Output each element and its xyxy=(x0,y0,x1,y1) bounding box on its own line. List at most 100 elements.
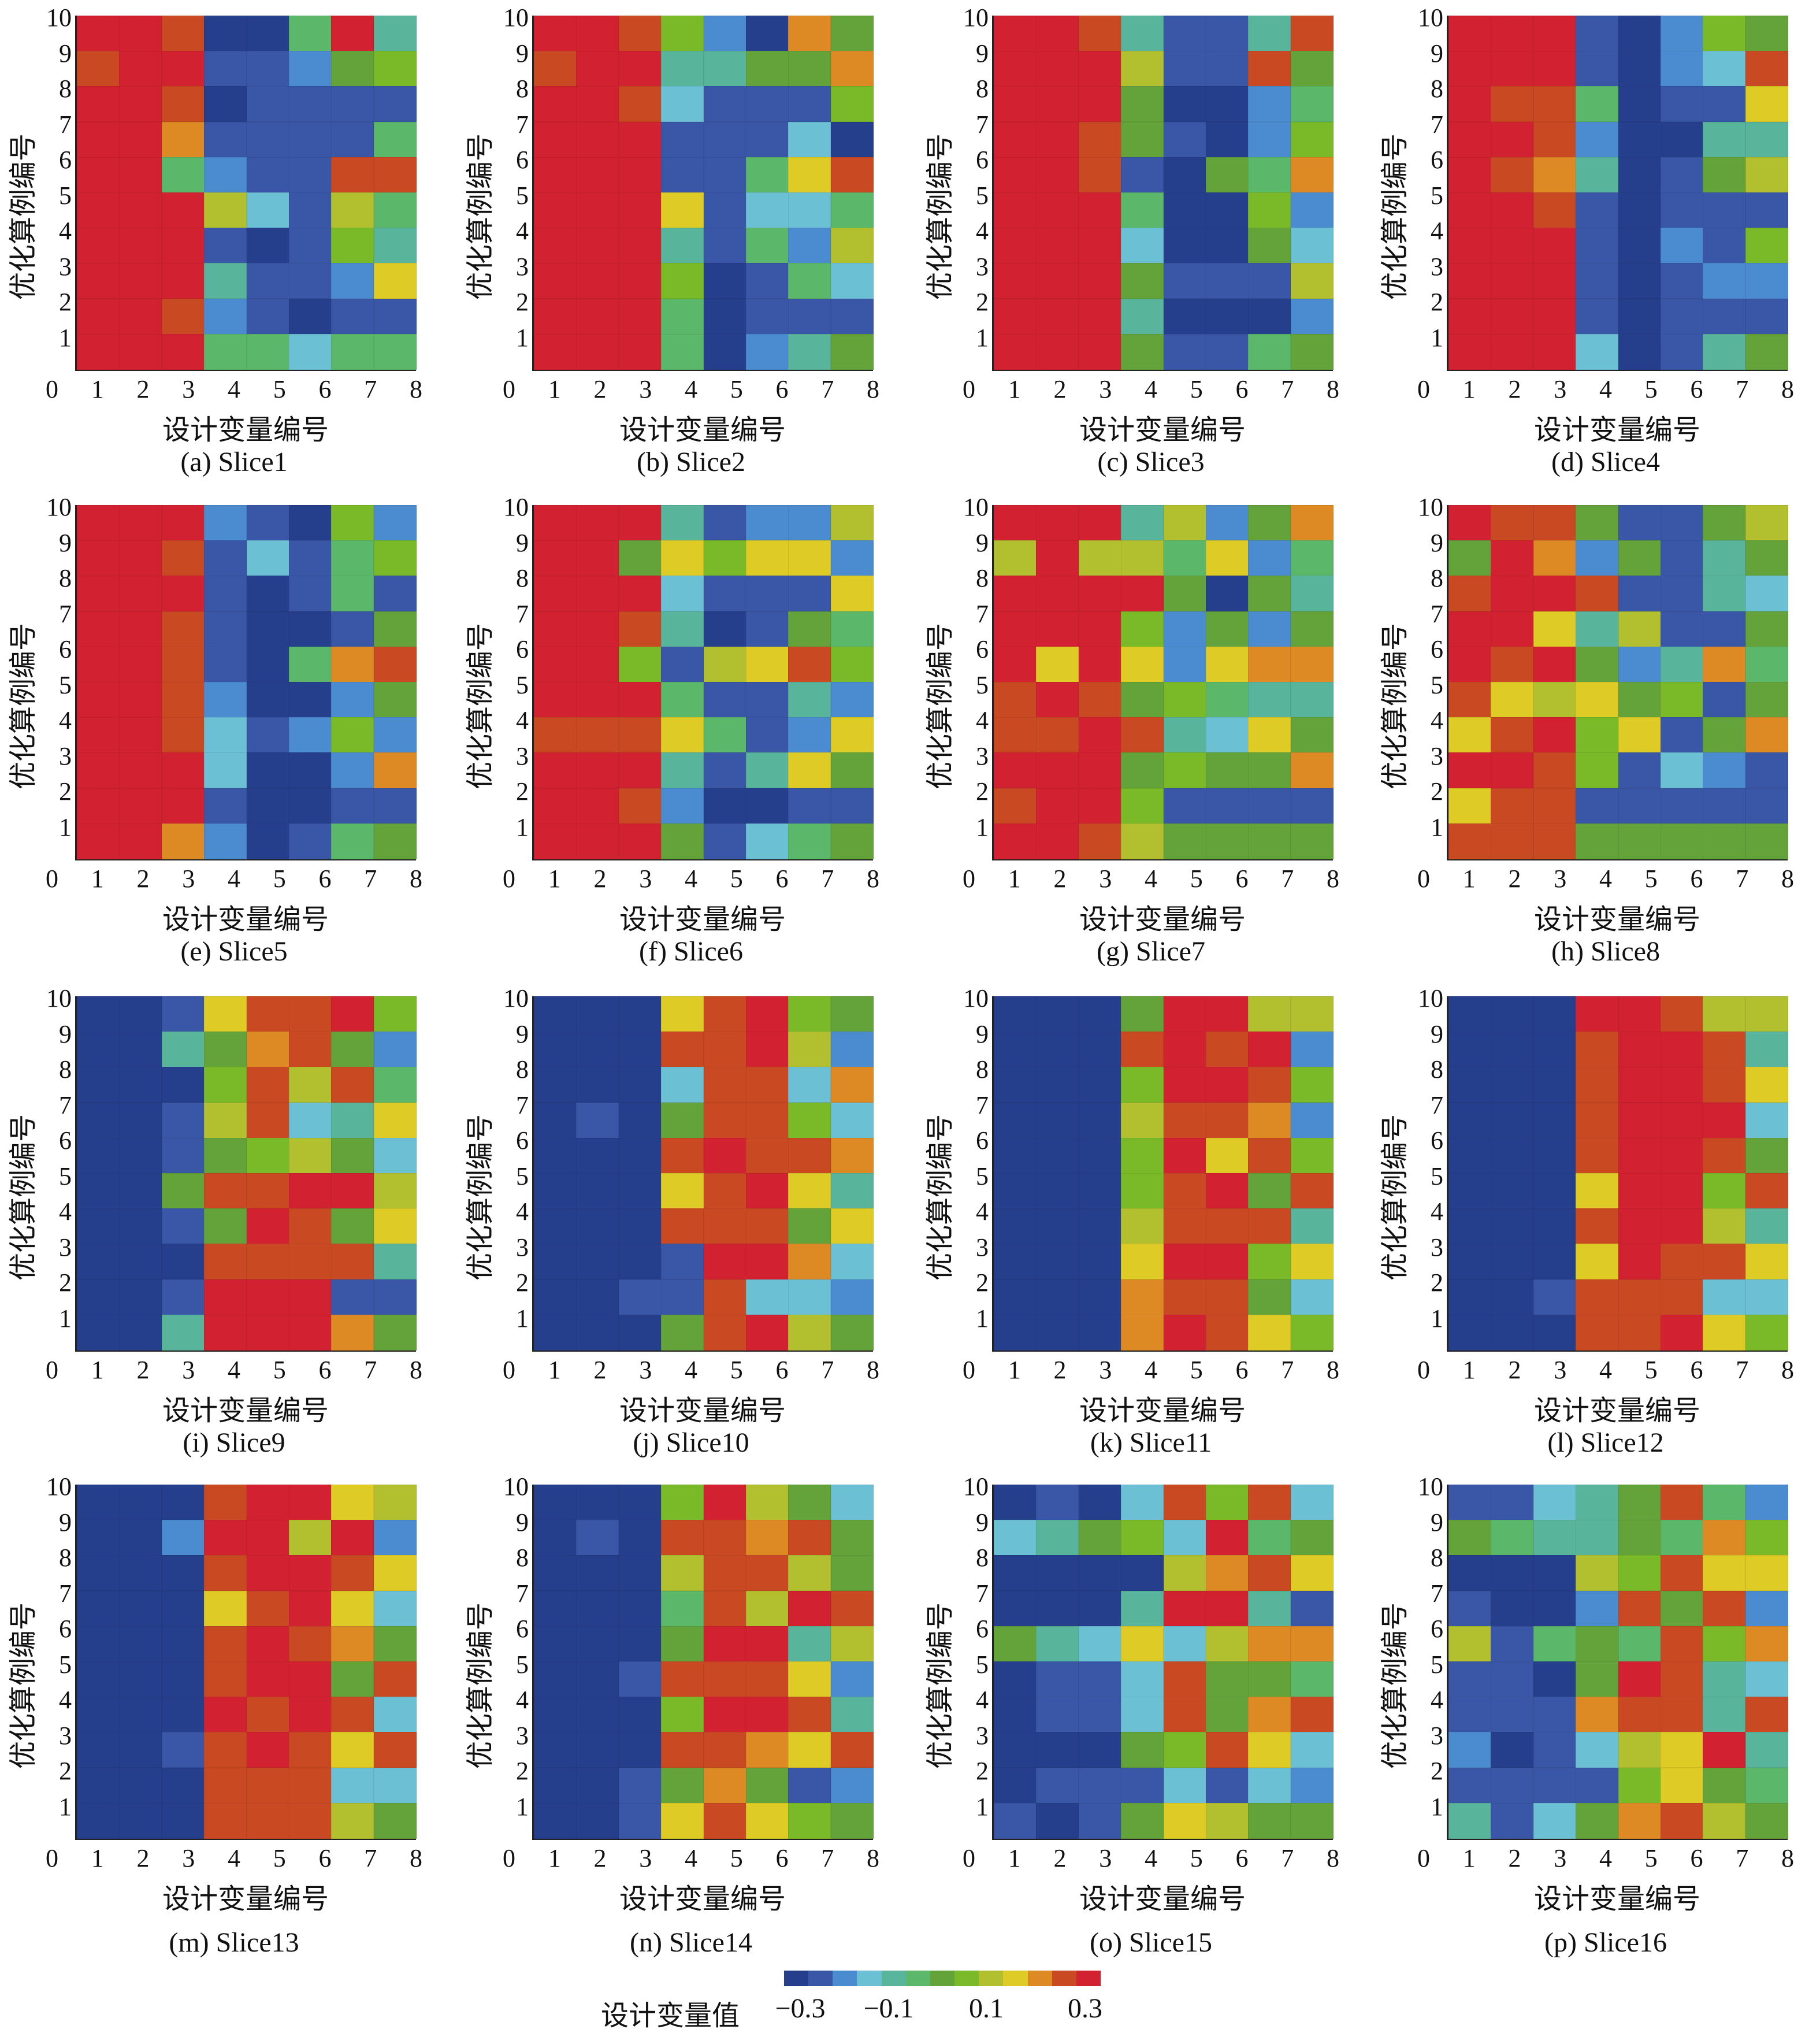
heatmap-cell xyxy=(994,1244,1037,1280)
heatmap-cell xyxy=(246,505,289,541)
heatmap-cell xyxy=(373,1590,417,1627)
heatmap-cell xyxy=(1618,752,1661,789)
heatmap-cell xyxy=(77,1661,120,1697)
heatmap-cell xyxy=(77,996,120,1032)
heatmap-cell xyxy=(1248,333,1291,370)
heatmap-cell xyxy=(1121,333,1164,370)
x-tick-label: 4 xyxy=(1145,1356,1157,1384)
heatmap-cell xyxy=(1533,1032,1576,1068)
x-tick-label: 7 xyxy=(1736,375,1749,403)
heatmap-cell xyxy=(161,333,205,370)
heatmap-cell xyxy=(1576,823,1619,859)
heatmap-cell xyxy=(830,1067,874,1103)
heatmap-cell xyxy=(661,1590,704,1627)
x-tick-label: 2 xyxy=(593,1356,607,1384)
y-tick-label: 8 xyxy=(1431,1055,1443,1084)
heatmap-cell xyxy=(1618,157,1661,193)
heatmap-cell xyxy=(576,540,619,577)
heatmap-cell xyxy=(1248,1590,1291,1627)
heatmap-cell xyxy=(1703,646,1746,682)
heatmap-cell xyxy=(119,1173,162,1209)
x-tick-label: 8 xyxy=(410,865,422,893)
heatmap-cell xyxy=(373,298,417,335)
heatmap-cell xyxy=(119,192,162,228)
heatmap-plot xyxy=(992,1485,1334,1840)
heatmap-cell xyxy=(1491,1244,1534,1280)
y-tick-label: 9 xyxy=(1431,1019,1443,1048)
heatmap-cell xyxy=(618,121,662,158)
heatmap-cell xyxy=(1448,646,1491,682)
heatmap-cell xyxy=(204,121,247,158)
heatmap-cell xyxy=(1290,1067,1334,1103)
y-tick-label: 3 xyxy=(976,252,989,281)
y-tick-label: 9 xyxy=(516,528,529,557)
heatmap-cell xyxy=(161,51,205,87)
heatmap-cell xyxy=(246,157,289,193)
heatmap-cell xyxy=(1078,228,1121,264)
heatmap-cell xyxy=(1703,1173,1746,1209)
heatmap-cell xyxy=(576,16,619,51)
heatmap-cell xyxy=(1576,505,1619,541)
y-tick-label: 6 xyxy=(976,146,989,174)
heatmap-cell xyxy=(1121,576,1164,612)
heatmap-cell xyxy=(1533,1520,1576,1556)
heatmap-cell xyxy=(534,1802,577,1839)
y-tick-label: 7 xyxy=(1431,1579,1443,1608)
heatmap-cell xyxy=(119,996,162,1032)
heatmap-cell xyxy=(1448,1485,1491,1520)
heatmap-cell xyxy=(161,263,205,299)
heatmap-cell xyxy=(1660,16,1703,51)
heatmap-cell xyxy=(534,1697,577,1733)
heatmap-cell xyxy=(1163,263,1206,299)
x-tick-label: 2 xyxy=(593,375,607,403)
heatmap-cell xyxy=(534,51,577,87)
heatmap-cell xyxy=(745,16,789,51)
heatmap-cell xyxy=(1745,1520,1788,1556)
x-tick-label: 5 xyxy=(730,1356,743,1384)
heatmap-cell xyxy=(576,717,619,754)
heatmap-cell xyxy=(1078,540,1121,577)
heatmap-cell xyxy=(534,996,577,1032)
colorbar-segment xyxy=(1027,1971,1052,1986)
heatmap-cell xyxy=(204,505,247,541)
heatmap-cell xyxy=(1036,1590,1079,1627)
heatmap-cell xyxy=(703,51,746,87)
heatmap-cell xyxy=(1576,682,1619,718)
heatmap-cell xyxy=(77,1732,120,1768)
heatmap-cell xyxy=(119,263,162,299)
y-tick-label: 10 xyxy=(963,1472,989,1501)
heatmap-cell xyxy=(1745,576,1788,612)
heatmap-cell xyxy=(830,298,874,335)
x-tick-label: 3 xyxy=(1099,375,1112,403)
heatmap-cell xyxy=(1533,1314,1576,1351)
x-tick-label: 5 xyxy=(273,375,286,403)
heatmap-cell xyxy=(1491,228,1534,264)
heatmap-cell xyxy=(1576,1067,1619,1103)
heatmap-cell xyxy=(745,505,789,541)
heatmap-cell xyxy=(161,682,205,718)
heatmap-cell xyxy=(830,788,874,824)
y-tick-label: 5 xyxy=(1431,670,1443,699)
heatmap-cell xyxy=(1533,1102,1576,1138)
heatmap-cell xyxy=(246,1767,289,1804)
x-tick-label: 8 xyxy=(1781,865,1794,893)
heatmap-cell xyxy=(77,752,120,789)
heatmap-cell xyxy=(1205,86,1249,123)
heatmap-cell xyxy=(1703,505,1746,541)
heatmap-cell xyxy=(576,1697,619,1733)
heatmap-cell xyxy=(373,1137,417,1174)
heatmap-cell xyxy=(661,192,704,228)
y-tick-label: 10 xyxy=(503,493,529,521)
heatmap-cell xyxy=(1290,1767,1334,1804)
y-axis-label: 优化算例编号 xyxy=(1379,133,1411,300)
heatmap-cell xyxy=(1660,1555,1703,1591)
heatmap-cell xyxy=(576,646,619,682)
heatmap-cell xyxy=(1533,682,1576,718)
x-tick-label: 2 xyxy=(593,865,607,893)
heatmap-cell xyxy=(1121,1661,1164,1697)
heatmap-cell xyxy=(534,16,577,51)
heatmap-cell xyxy=(1576,86,1619,123)
heatmap-cell xyxy=(1491,1279,1534,1315)
heatmap-cell xyxy=(534,192,577,228)
y-axis-label: 优化算例编号 xyxy=(924,622,956,789)
